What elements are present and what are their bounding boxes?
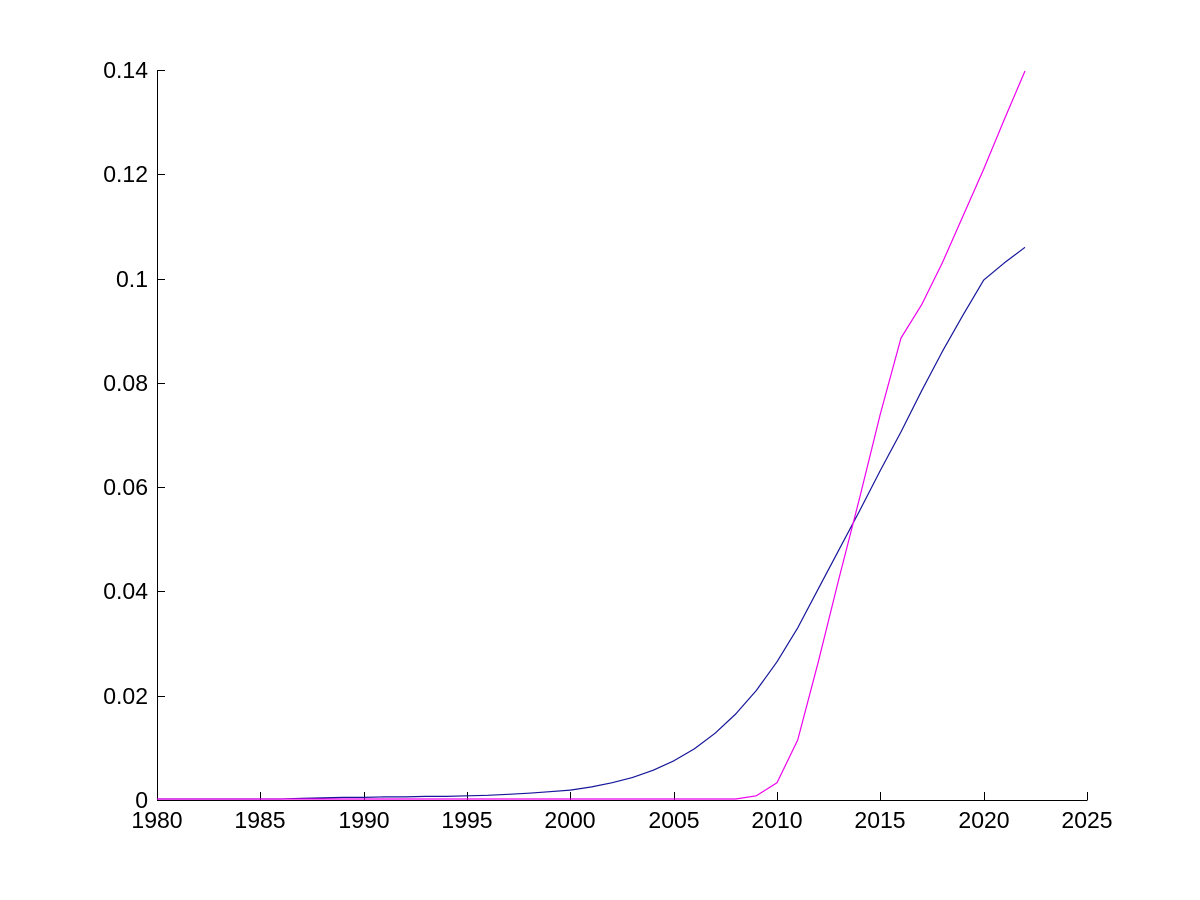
x-tick-label: 1980: [131, 807, 182, 833]
y-tick-label: 0.08: [103, 370, 148, 396]
y-tick-label: 0.06: [103, 474, 148, 500]
x-tick-label: 1990: [338, 807, 389, 833]
blue-line: [157, 246, 1026, 800]
x-tick-label: 2025: [1061, 807, 1112, 833]
y-tick-label: 0.14: [103, 57, 148, 83]
x-tick-label: 2010: [751, 807, 802, 833]
x-tick-label: 2005: [648, 807, 699, 833]
y-tick-label: 0.04: [103, 578, 148, 604]
magenta-line: [157, 70, 1026, 800]
x-tick-label: 1995: [441, 807, 492, 833]
x-tick-label: 2000: [544, 807, 595, 833]
y-tick-label: 0: [135, 787, 148, 813]
x-tick-label: 2015: [854, 807, 905, 833]
y-tick-label: 0.02: [103, 683, 148, 709]
y-tick-label: 0.1: [116, 266, 148, 292]
x-tick-label: 1985: [234, 807, 285, 833]
y-tick-label: 0.12: [103, 161, 148, 187]
x-tick-label: 2020: [958, 807, 1009, 833]
